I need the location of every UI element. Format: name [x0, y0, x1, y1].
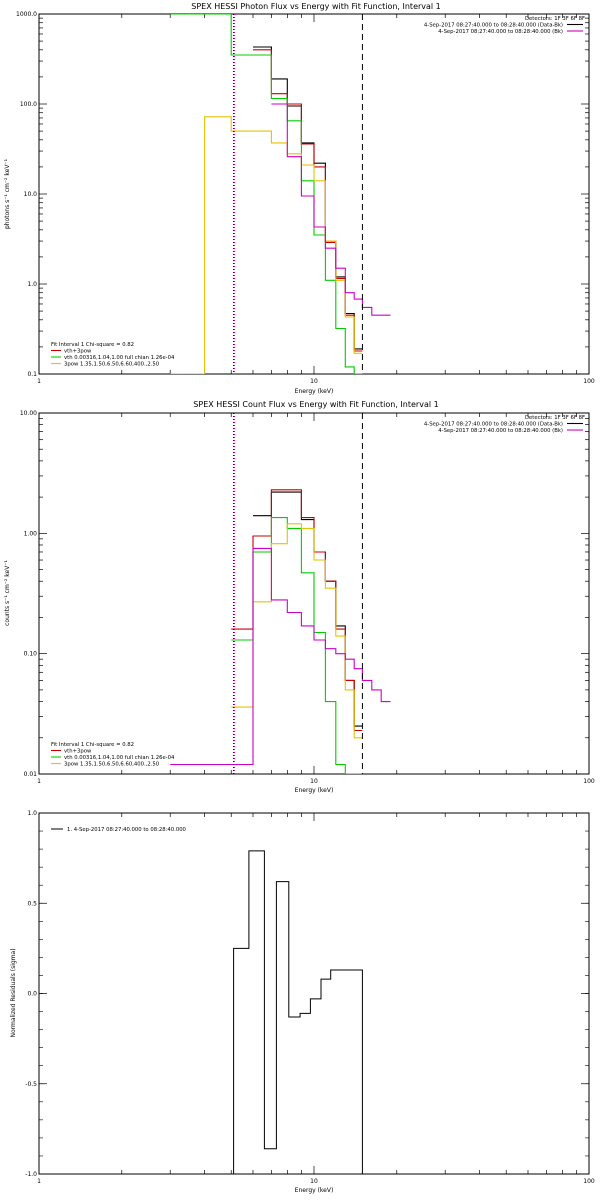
residuals-series-group [233, 850, 363, 1174]
y-tick-label: 0.5 [27, 900, 37, 907]
count-axis-ticks: 1 10 100 0.01 0.10 1.00 10.00 [20, 410, 595, 785]
photon-axis-ticks: 1 10 100 0.1 1.0 10.0 100.0 1000.0 [16, 11, 595, 385]
y-tick-label: 0.10 [24, 651, 38, 658]
photon-series-group [170, 14, 391, 374]
photon-vlines [233, 14, 363, 374]
info-legend-text: Detectors: 1F 3F 6F 8F [525, 415, 585, 421]
y-tick-label: 0.01 [24, 771, 38, 778]
count-series-group [170, 489, 391, 774]
residuals-step-line [233, 850, 363, 1174]
fit-legend-label: vth+3pow [64, 349, 92, 355]
y-tick-label: -0.5 [25, 1081, 37, 1088]
photon-fit-legend: Fit Interval 1 Chi-square = 0.82vth+3pow… [51, 342, 175, 368]
x-tick-label: 100 [583, 778, 595, 785]
x-tick-label: 100 [583, 378, 595, 385]
y-tick-label: 1.0 [27, 281, 37, 288]
count-vlines [233, 413, 363, 774]
info-legend-text: Detectors: 1F 3F 6F 8F [525, 16, 585, 22]
y-tick-label: 1.00 [24, 530, 38, 537]
y-tick-label: -1.0 [25, 1171, 37, 1178]
residuals-panel: 1 10 100 -1.0 -0.5 0.0 0.5 1.0 Energy (keV) Nor… [10, 810, 595, 1194]
series-line-3 [231, 523, 363, 739]
info-legend-text: 4-Sep-2017 08:27:40.000 to 08:28:40.000 … [438, 29, 563, 35]
count-flux-panel: SPEX HESSI Count Flux vs Energy with Fit… [4, 400, 595, 794]
photon-chart-title: SPEX HESSI Photon Flux vs Energy with Fi… [191, 2, 441, 11]
x-tick-label: 10 [310, 778, 318, 785]
photon-x-axis-label: Energy (keV) [295, 388, 334, 395]
x-tick-label: 1 [37, 778, 41, 785]
y-tick-label: 1000.0 [16, 11, 37, 18]
residuals-legend-label: 1. 4-Sep-2017 08:27:40.000 to 08:28:40.0… [67, 827, 187, 833]
y-tick-label: 10.0 [24, 191, 38, 198]
x-tick-label: 1 [37, 1178, 41, 1185]
series-line-0 [253, 46, 363, 350]
residuals-legend: 1. 4-Sep-2017 08:27:40.000 to 08:28:40.0… [51, 827, 187, 833]
photon-y-axis-label: photons s⁻¹ cm⁻² keV⁻¹ [4, 158, 11, 229]
y-tick-label: 10.00 [20, 410, 37, 417]
x-tick-label: 10 [310, 378, 318, 385]
x-tick-label: 1 [37, 378, 41, 385]
fit-legend-label: vth 0.00316,1.04,1.00 full chian 1.26e-0… [64, 755, 175, 761]
info-legend-text: 4-Sep-2017 08:27:40.000 to 08:28:40.000 … [438, 428, 563, 434]
x-tick-label: 100 [583, 1178, 595, 1185]
series-line-2 [170, 14, 363, 374]
photon-info-legend: Detectors: 1F 3F 6F 8F4-Sep-2017 08:27:4… [424, 16, 585, 35]
fit-legend-header: Fit Interval 1 Chi-square = 0.82 [51, 342, 134, 348]
residuals-x-axis-label: Energy (keV) [295, 1187, 334, 1194]
y-tick-label: 0.0 [27, 991, 37, 998]
count-info-legend: Detectors: 1F 3F 6F 8F4-Sep-2017 08:27:4… [424, 415, 585, 434]
fit-legend-label: 3pow 1.35,1.50,6.50,6.60,400.,2.50 [64, 762, 160, 768]
y-tick-label: 0.1 [27, 371, 37, 378]
count-y-axis-label: counts s⁻¹ cm⁻² keV⁻¹ [4, 560, 11, 626]
info-legend-text: 4-Sep-2017 08:27:40.000 to 08:28:40.000 … [424, 422, 563, 428]
fit-legend-label: vth 0.00316,1.04,1.00 full chian 1.26e-0… [64, 355, 175, 361]
fit-legend-label: vth+3pow [64, 749, 92, 755]
y-tick-label: 100.0 [20, 101, 37, 108]
series-line-2 [231, 517, 363, 774]
residuals-axis-ticks: 1 10 100 -1.0 -0.5 0.0 0.5 1.0 [25, 810, 595, 1185]
series-line-1 [253, 49, 363, 352]
y-tick-label: 1.0 [27, 810, 37, 817]
count-x-axis-label: Energy (keV) [295, 787, 334, 794]
count-fit-legend: Fit Interval 1 Chi-square = 0.82vth+3pow… [51, 742, 175, 768]
photon-flux-panel: SPEX HESSI Photon Flux vs Energy with Fi… [4, 2, 595, 395]
x-tick-label: 10 [310, 1178, 318, 1185]
series-line-4 [170, 547, 391, 766]
residuals-y-axis-label: Normalized Residuals (sigma) [10, 948, 17, 1037]
series-line-4 [271, 103, 391, 316]
fit-legend-label: 3pow 1.35,1.50,6.50,6.60,400.,2.50 [64, 362, 160, 368]
count-chart-title: SPEX HESSI Count Flux vs Energy with Fit… [193, 400, 438, 409]
info-legend-text: 4-Sep-2017 08:27:40.000 to 08:28:40.000 … [424, 23, 563, 29]
fit-legend-header: Fit Interval 1 Chi-square = 0.82 [51, 742, 134, 748]
